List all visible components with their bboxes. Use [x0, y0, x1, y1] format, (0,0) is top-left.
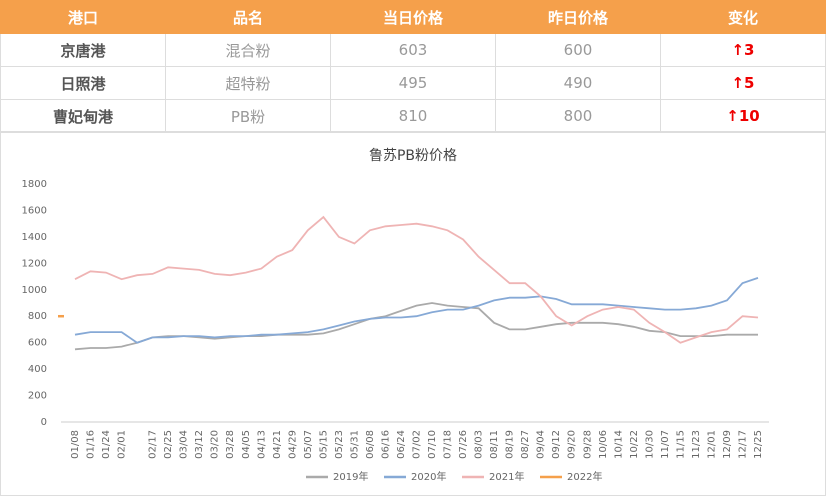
y-tick-label: 200 [28, 391, 47, 402]
x-tick-label: 09/28 [582, 430, 593, 459]
x-tick-label: 03/20 [210, 430, 221, 459]
x-tick-label: 10/22 [629, 430, 640, 459]
y-tick-label: 1600 [22, 205, 47, 216]
table-cell: 810 [330, 99, 496, 133]
table-cell: PB粉 [165, 99, 331, 133]
x-tick-label: 02/17 [148, 430, 159, 459]
header-cell: 港口 [0, 0, 166, 34]
x-tick-label: 09/04 [536, 430, 547, 459]
y-tick-label: 800 [28, 311, 47, 322]
y-tick-label: 600 [28, 338, 47, 349]
x-tick-label: 05/07 [303, 430, 314, 459]
legend-label: 2021年 [489, 470, 524, 483]
header-cell: 昨日价格 [495, 0, 661, 34]
x-tick-label: 07/02 [412, 430, 423, 459]
table-cell: ↑3 [660, 33, 826, 67]
x-tick-label: 05/23 [334, 430, 345, 459]
x-tick-label: 10/14 [613, 430, 624, 459]
table-cell: 800 [495, 99, 661, 133]
chart: 鲁苏PB粉价格 0 200 400 600 800 1000 1200 1400 1600 180… [22, 148, 769, 483]
x-tick-label: 02/01 [117, 430, 128, 459]
x-tick-label: 12/09 [722, 430, 733, 459]
x-tick-label: 01/16 [86, 430, 97, 459]
x-tick-label: 01/08 [70, 430, 81, 459]
table-cell: ↑5 [660, 66, 826, 100]
series-line [74, 215, 759, 344]
x-tick-label: 08/11 [489, 430, 500, 459]
x-tick-label: 04/21 [272, 430, 283, 459]
header-cell: 品名 [165, 0, 331, 34]
header-cell: 当日价格 [330, 0, 496, 34]
x-tick-label: 11/23 [691, 430, 702, 459]
x-tick-label: 11/07 [660, 430, 671, 459]
x-tick-label: 06/16 [380, 430, 391, 459]
table-row: 曹妃甸港 PB粉 810 800 ↑10 [0, 99, 826, 133]
x-tick-label: 08/27 [520, 430, 531, 459]
x-tick-label: 09/20 [567, 430, 578, 459]
table-row: 日照港 超特粉 495 490 ↑5 [0, 66, 826, 100]
y-tick-label: 0 [41, 417, 47, 428]
series-line [74, 277, 759, 344]
chart-title: 鲁苏PB粉价格 [369, 148, 457, 164]
price-table: 港口 品名 当日价格 昨日价格 变化 京唐港 混合粉 603 600 ↑3 日照港 超特粉 495 490… [0, 0, 826, 133]
x-tick-label: 04/29 [287, 430, 298, 459]
legend-label: 2022年 [567, 470, 602, 483]
table-cell: 混合粉 [165, 33, 331, 67]
x-tick-label: 06/08 [365, 430, 376, 459]
table-cell: 超特粉 [165, 66, 331, 100]
y-tick-label: 1200 [22, 258, 47, 269]
table-cell: 日照港 [0, 66, 166, 100]
x-tick-label: 07/26 [458, 430, 469, 459]
x-tick-label: 08/19 [505, 430, 516, 459]
x-tick-label: 08/03 [474, 430, 485, 459]
table-body: 京唐港 混合粉 603 600 ↑3 日照港 超特粉 495 490 ↑5 曹妃甸港 PB粉 810 80… [0, 33, 826, 133]
y-tick-label: 1000 [22, 285, 47, 296]
table-cell: 曹妃甸港 [0, 99, 166, 133]
x-tick-label: 10/06 [598, 430, 609, 459]
x-tick-label: 04/13 [256, 430, 267, 459]
x-tick-label: 12/17 [737, 430, 748, 459]
x-tick-label: 07/10 [427, 430, 438, 459]
x-tick-label: 09/12 [551, 430, 562, 459]
x-tick-label: 05/31 [349, 430, 360, 459]
table-cell: 600 [495, 33, 661, 67]
y-tick-label: 1400 [22, 232, 47, 243]
x-tick-label: 03/12 [194, 430, 205, 459]
x-tick-label: 07/18 [443, 430, 454, 459]
table-cell: 京唐港 [0, 33, 166, 67]
legend-label: 2019年 [333, 470, 368, 483]
legend-label: 2020年 [411, 470, 446, 483]
table-cell: 490 [495, 66, 661, 100]
y-tick-label: 400 [28, 364, 47, 375]
y-tick-label: 1800 [22, 179, 47, 190]
x-tick-label: 12/25 [753, 430, 764, 459]
x-tick-label: 03/04 [179, 430, 190, 459]
x-tick-label: 12/01 [706, 430, 717, 459]
x-tick-label: 06/24 [396, 430, 407, 459]
header-cell: 变化 [660, 0, 826, 34]
x-tick-label: 02/25 [163, 430, 174, 459]
table-cell: ↑10 [660, 99, 826, 133]
x-tick-label: 05/15 [318, 430, 329, 459]
x-tick-label: 11/15 [675, 430, 686, 459]
table-row: 京唐港 混合粉 603 600 ↑3 [0, 33, 826, 67]
x-tick-label: 04/05 [241, 430, 252, 459]
table-cell: 495 [330, 66, 496, 100]
x-tick-label: 03/28 [225, 430, 236, 459]
x-tick-label: 10/30 [644, 430, 655, 459]
x-tick-label: 01/24 [101, 430, 112, 459]
header-row: 港口 品名 当日价格 昨日价格 变化 [0, 0, 826, 34]
chart-box: 鲁苏PB粉价格 0 200 400 600 800 1000 1200 1400 1600 180… [0, 131, 826, 496]
table-cell: 603 [330, 33, 496, 67]
